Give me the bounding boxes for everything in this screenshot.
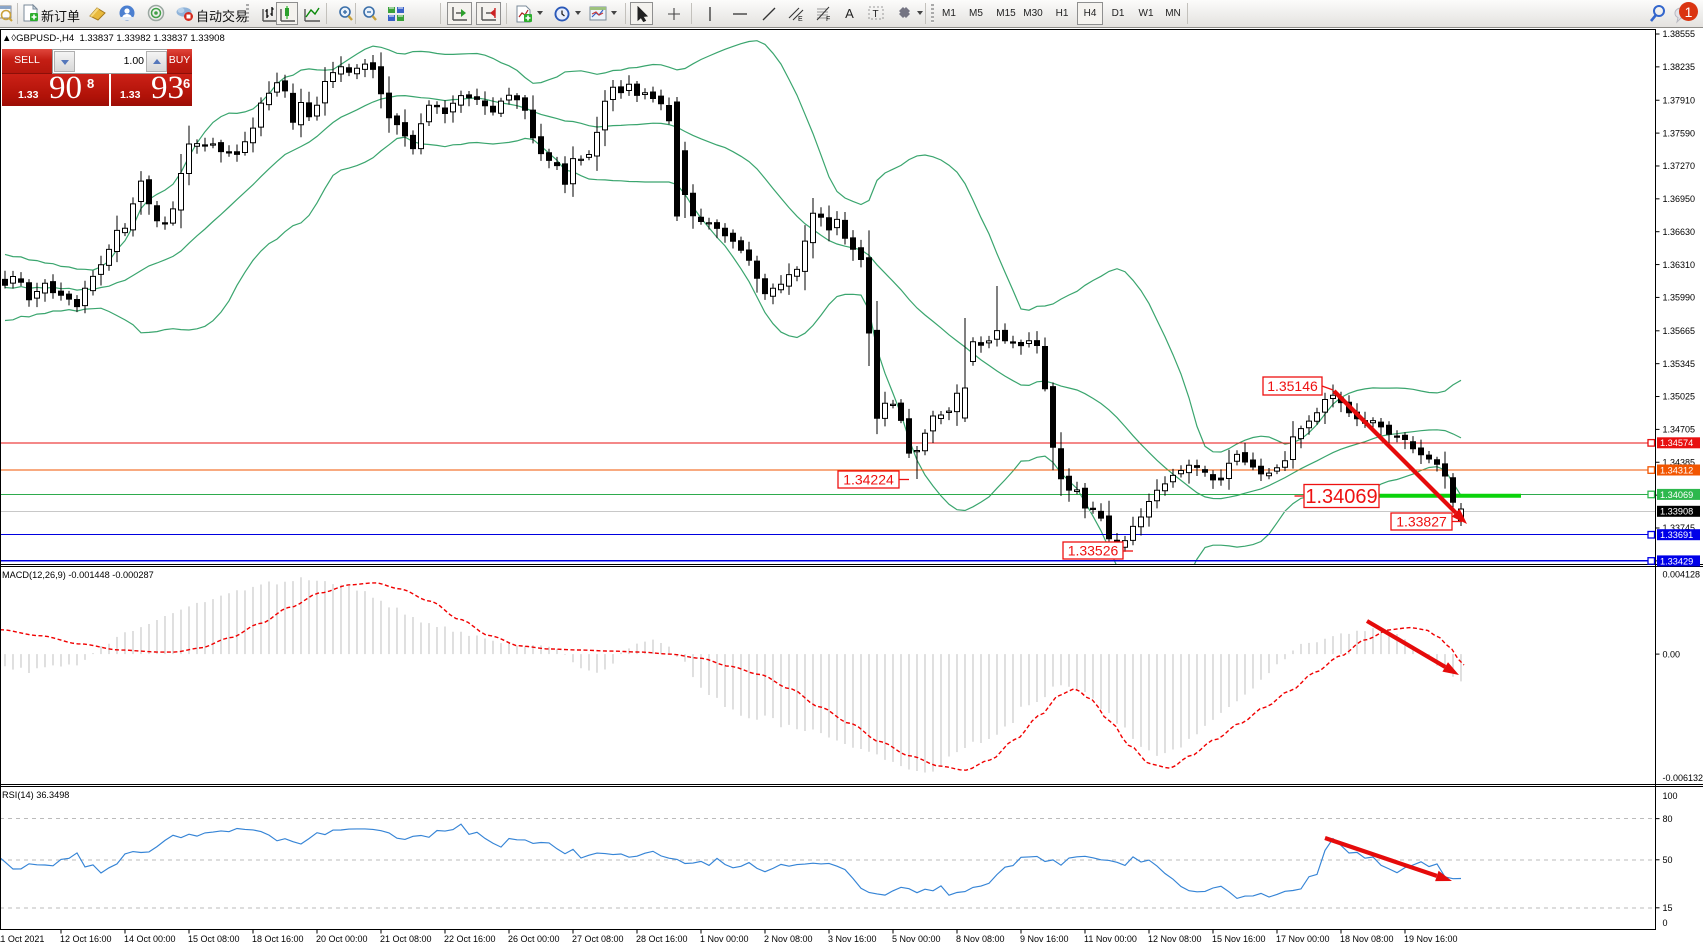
svg-text:9 Nov 16:00: 9 Nov 16:00 (1020, 934, 1069, 944)
svg-text:1.36630: 1.36630 (1663, 227, 1696, 237)
svg-text:8 Nov 08:00: 8 Nov 08:00 (956, 934, 1005, 944)
svg-text:18 Nov 08:00: 18 Nov 08:00 (1340, 934, 1394, 944)
svg-text:11 Nov 00:00: 11 Nov 00:00 (1084, 934, 1137, 944)
svg-text:1.33745: 1.33745 (1663, 523, 1696, 533)
svg-text:15 Nov 16:00: 15 Nov 16:00 (1212, 934, 1266, 944)
svg-text:RSI(14) 36.3498: RSI(14) 36.3498 (2, 790, 69, 800)
svg-text:1.34312: 1.34312 (1660, 465, 1693, 475)
svg-text:1.34069: 1.34069 (1305, 486, 1377, 508)
svg-text:1.35025: 1.35025 (1663, 392, 1696, 402)
svg-text:1.35345: 1.35345 (1663, 359, 1696, 369)
svg-text:1.33526: 1.33526 (1068, 543, 1119, 559)
svg-text:26 Oct 00:00: 26 Oct 00:00 (508, 934, 560, 944)
svg-text:E: E (798, 16, 803, 22)
svg-text:18 Oct 16:00: 18 Oct 16:00 (252, 934, 304, 944)
svg-text:F: F (826, 16, 830, 22)
svg-text:1.35146: 1.35146 (1267, 378, 1318, 394)
svg-text:0: 0 (1663, 918, 1668, 928)
svg-text:100: 100 (1663, 791, 1678, 801)
svg-text:0.00: 0.00 (1663, 649, 1681, 659)
svg-text:1.33429: 1.33429 (1660, 556, 1693, 566)
svg-text:1 Nov 00:00: 1 Nov 00:00 (700, 934, 749, 944)
svg-text:15: 15 (1663, 903, 1673, 913)
svg-text:50: 50 (1663, 855, 1673, 865)
svg-text:1.33691: 1.33691 (1660, 530, 1693, 540)
svg-text:17 Nov 00:00: 17 Nov 00:00 (1276, 934, 1330, 944)
svg-text:1.37270: 1.37270 (1663, 161, 1696, 171)
svg-text:1.34385: 1.34385 (1663, 457, 1696, 467)
svg-text:21 Oct 08:00: 21 Oct 08:00 (380, 934, 432, 944)
svg-text:28 Oct 16:00: 28 Oct 16:00 (636, 934, 688, 944)
svg-text:14 Oct 00:00: 14 Oct 00:00 (124, 934, 176, 944)
svg-text:11 Oct 2021: 11 Oct 2021 (0, 934, 44, 944)
svg-text:1.36950: 1.36950 (1663, 194, 1696, 204)
svg-text:15 Oct 08:00: 15 Oct 08:00 (188, 934, 240, 944)
svg-text:12 Nov 08:00: 12 Nov 08:00 (1148, 934, 1202, 944)
svg-text:19 Nov 16:00: 19 Nov 16:00 (1404, 934, 1458, 944)
svg-text:1.34224: 1.34224 (843, 472, 894, 488)
svg-text:T: T (873, 9, 879, 20)
svg-text:5 Nov 00:00: 5 Nov 00:00 (892, 934, 941, 944)
svg-text:22 Oct 16:00: 22 Oct 16:00 (444, 934, 496, 944)
svg-text:0.004128: 0.004128 (1663, 570, 1701, 580)
svg-text:12 Oct 16:00: 12 Oct 16:00 (60, 934, 112, 944)
svg-text:1.37590: 1.37590 (1663, 128, 1696, 138)
svg-text:MACD(12,26,9) -0.001448 -0.000: MACD(12,26,9) -0.001448 -0.000287 (2, 570, 154, 580)
svg-text:1.38555: 1.38555 (1663, 29, 1696, 39)
svg-text:1.34705: 1.34705 (1663, 425, 1696, 435)
svg-text:80: 80 (1663, 814, 1673, 824)
svg-text:1.37910: 1.37910 (1663, 95, 1696, 105)
svg-text:▲◊GBPUSD-,H4 1.33837 1.33982: ▲◊GBPUSD-,H4 1.33837 1.33982 1.33837 1.3… (2, 33, 225, 44)
svg-text:1.33908: 1.33908 (1660, 507, 1693, 517)
svg-text:1.36310: 1.36310 (1663, 260, 1696, 270)
svg-text:1.35665: 1.35665 (1663, 326, 1696, 336)
svg-text:1.35990: 1.35990 (1663, 293, 1696, 303)
svg-text:-0.006132: -0.006132 (1663, 773, 1703, 783)
svg-text:1.34574: 1.34574 (1660, 438, 1693, 448)
svg-text:1.34069: 1.34069 (1660, 490, 1693, 500)
svg-text:27 Oct 08:00: 27 Oct 08:00 (572, 934, 624, 944)
svg-text:1.33827: 1.33827 (1396, 514, 1447, 530)
svg-text:1.38235: 1.38235 (1663, 62, 1696, 72)
svg-text:20 Oct 00:00: 20 Oct 00:00 (316, 934, 368, 944)
svg-text:2 Nov 08:00: 2 Nov 08:00 (764, 934, 813, 944)
svg-text:3 Nov 16:00: 3 Nov 16:00 (828, 934, 877, 944)
